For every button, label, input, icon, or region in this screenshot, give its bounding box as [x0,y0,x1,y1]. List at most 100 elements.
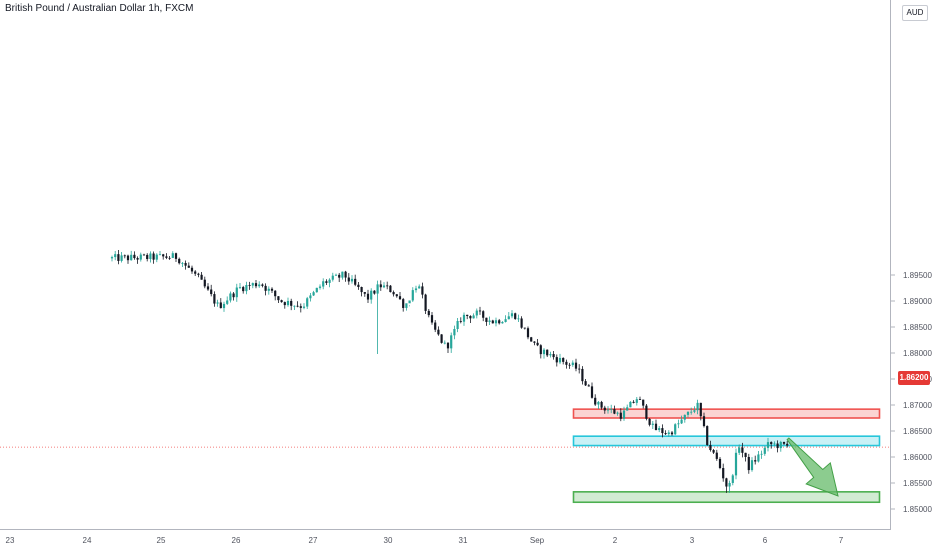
candle [622,406,626,421]
candle [277,296,280,303]
currency-badge[interactable]: AUD [902,5,928,21]
candle [363,291,366,297]
candle [725,477,728,493]
candle-body [197,273,200,275]
candle [731,473,734,486]
candle [616,411,619,416]
candle-body [258,284,261,287]
candle [414,285,418,293]
time-axis-label: 6 [763,536,768,545]
candle [760,450,763,459]
candle-body [123,255,126,257]
candle [366,289,370,303]
candle-body [331,275,334,280]
candle [571,360,574,367]
candle-body [190,267,194,272]
candle [568,362,571,369]
candle [306,296,309,310]
candle-body [702,416,706,427]
candle [152,251,155,264]
candle [158,251,162,256]
candle [171,251,174,259]
candle [533,341,536,346]
candle-body [533,341,536,343]
candle [318,284,322,290]
candle-body [667,432,670,435]
candle [216,299,219,307]
pivot-zone[interactable] [572,435,881,447]
price-axis[interactable]: 1.895001.890001.885001.880001.875001.870… [891,271,932,514]
candle [437,326,440,336]
candle-body [661,428,664,434]
candle-body [786,443,789,446]
candle [773,441,776,447]
candle [475,308,478,319]
candle-body [485,317,488,322]
chart-title: British Pound / Australian Dollar 1h, FX… [5,3,194,14]
candle-body [632,401,635,403]
candle [530,336,533,342]
candle-body [357,284,360,288]
candle [526,326,530,340]
candle-body [712,450,715,453]
candle-body [334,274,338,276]
candle-body [718,458,722,469]
candle [584,378,587,386]
candle [600,400,603,410]
candle [782,441,786,446]
candle-body [715,452,718,459]
candle-body [501,321,504,324]
candle [642,399,645,409]
candle [114,250,117,261]
candle-body [459,321,462,322]
candle [635,396,638,406]
time-axis[interactable]: 23 24 25 26 27 30 31 Sep 2 3 6 7 [6,536,844,545]
candle [421,282,424,299]
candle-body [690,411,693,413]
candle [168,256,171,260]
candle-body [350,278,354,282]
candle [776,440,779,453]
candle [667,430,670,437]
candle [373,290,376,295]
candle-body [130,254,133,261]
forecast-arrow[interactable] [786,437,839,497]
candle-body [216,302,219,304]
candle-body [635,399,638,403]
price-axis-label: 1.85000 [903,505,932,514]
candle [187,262,190,268]
candle-body [491,320,494,324]
candle-body [354,278,357,285]
candle-body [184,262,187,266]
candle-body [296,305,299,307]
candle-body [619,412,622,419]
candle-body [571,362,574,366]
candle-body [213,294,216,304]
candle-body [110,257,114,259]
candle [123,254,126,259]
candle-body [440,334,443,343]
resistance-zone[interactable] [572,408,881,419]
candle-body [779,441,782,449]
time-axis-label: 7 [839,536,844,545]
candle [514,312,517,320]
candle [370,288,373,304]
candle-body [251,283,254,286]
candle [501,321,504,324]
candle-body [187,265,190,268]
candle [184,260,187,270]
candle-body [504,319,507,322]
candle-body [757,454,760,462]
price-axis-label: 1.86500 [903,427,932,436]
candle [494,317,498,327]
candle [523,327,526,330]
candle-body [267,288,270,291]
candle-body [539,345,542,355]
candles-layer [110,250,789,493]
candle-body [638,399,642,400]
candle-body [658,428,661,431]
candle-body [344,271,347,278]
candle-body [597,401,600,405]
candle-body [722,468,725,479]
